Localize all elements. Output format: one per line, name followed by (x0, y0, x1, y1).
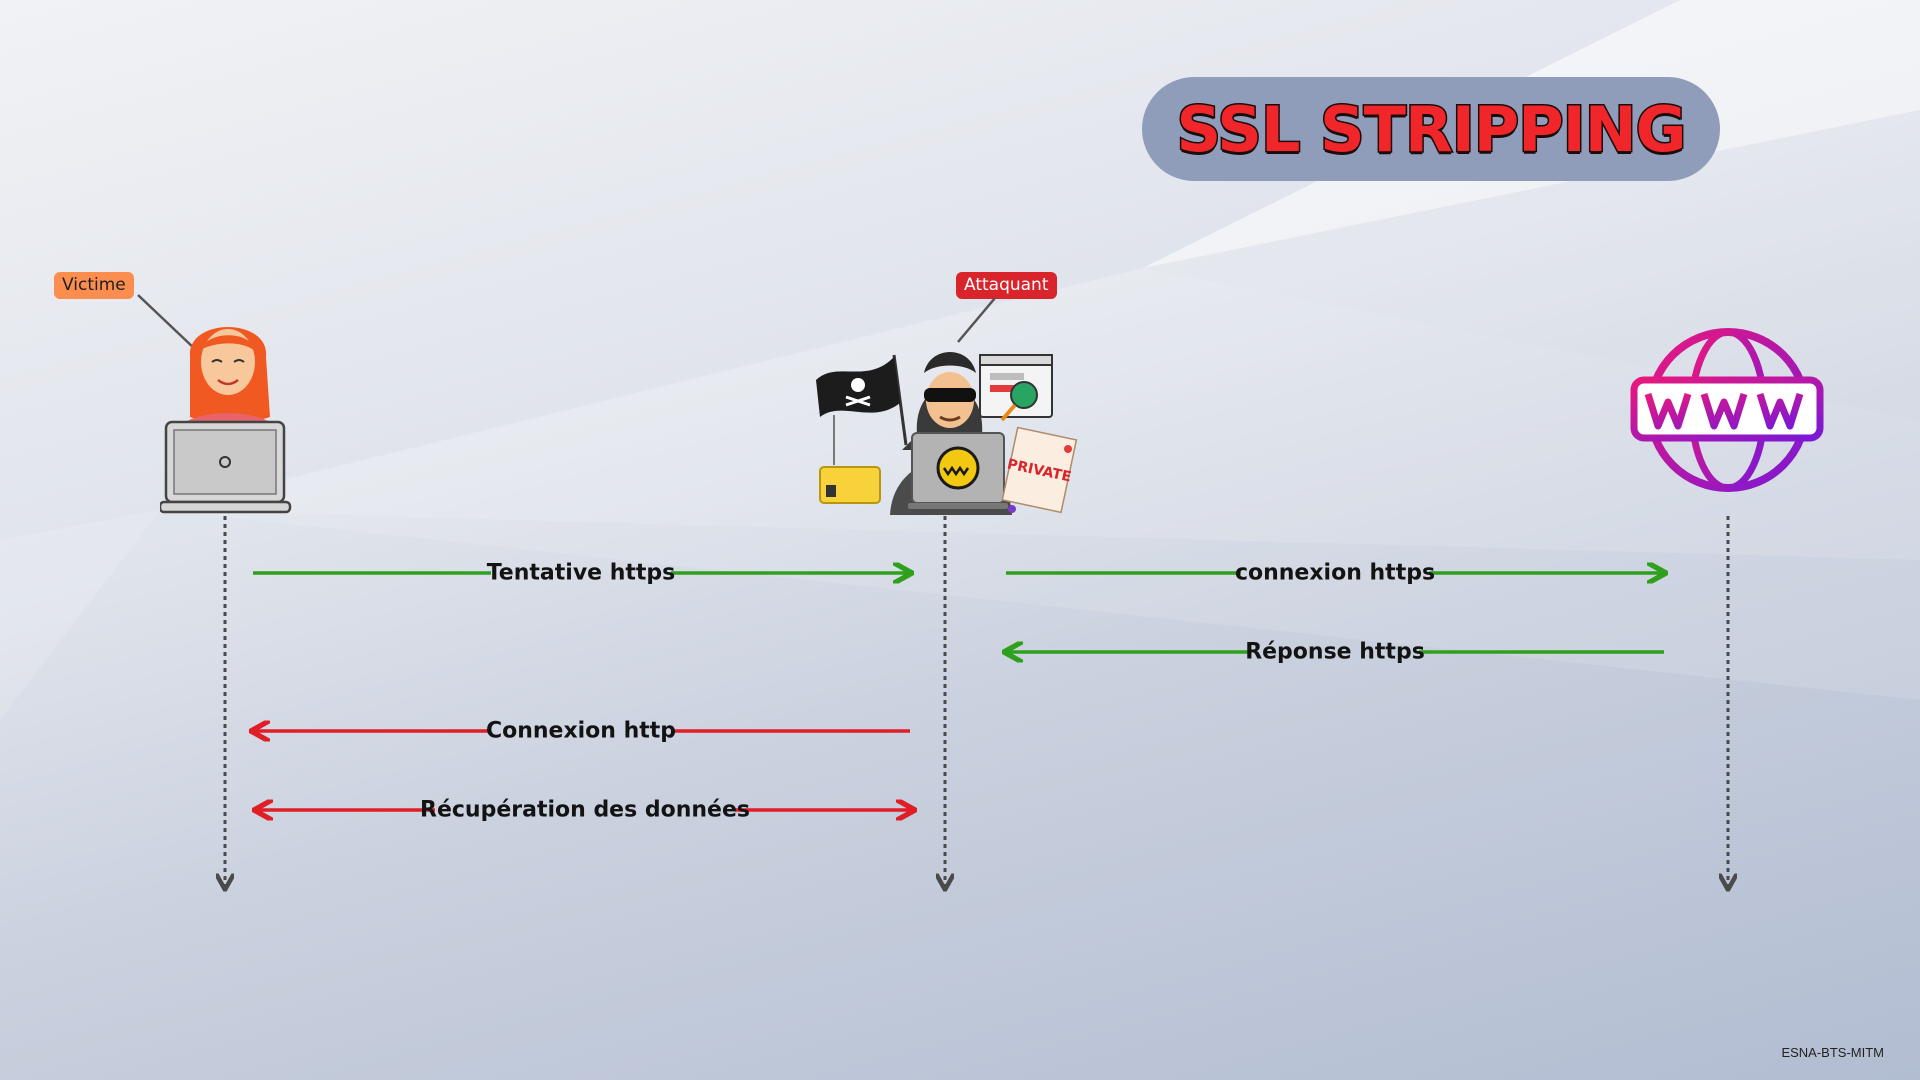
title-banner: SSL STRIPPING (1142, 77, 1720, 181)
message-label: Récupération des données (420, 797, 750, 823)
hacker-icon: PRIVATE (816, 352, 1078, 515)
message-label: Réponse https (1245, 639, 1425, 665)
footer-credit: ESNA-BTS-MITM (1781, 1045, 1884, 1060)
attacker-tag-connector (957, 297, 996, 343)
victim-tag-connector (137, 294, 197, 351)
message-label: Tentative https (486, 560, 676, 586)
attacker-label: Attaquant (956, 272, 1057, 299)
phishing-window-icon (979, 354, 1053, 422)
private-document-icon: PRIVATE (1001, 426, 1078, 514)
page-title: SSL STRIPPING (1175, 91, 1688, 167)
message-label: Connexion http (485, 718, 677, 744)
pirate-flag-icon (816, 354, 908, 446)
woman-laptop-icon (160, 327, 292, 514)
victim-label: Victime (54, 272, 134, 299)
www-globe-icon (1630, 328, 1824, 492)
message-label: connexion https (1234, 560, 1436, 586)
